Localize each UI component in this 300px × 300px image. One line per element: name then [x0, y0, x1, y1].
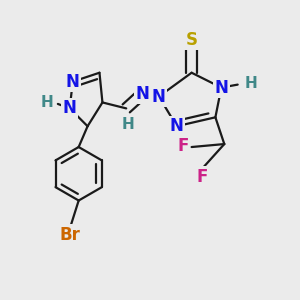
Text: S: S	[186, 31, 198, 49]
Text: N: N	[214, 79, 228, 97]
Text: H: H	[121, 117, 134, 132]
Text: N: N	[136, 85, 149, 103]
Text: N: N	[66, 73, 80, 91]
Text: H: H	[245, 76, 257, 91]
Text: N: N	[170, 117, 184, 135]
Text: F: F	[177, 136, 188, 154]
Text: H: H	[41, 95, 54, 110]
Text: N: N	[63, 99, 77, 117]
Text: Br: Br	[59, 226, 80, 244]
Text: N: N	[152, 88, 166, 106]
Text: F: F	[196, 168, 208, 186]
